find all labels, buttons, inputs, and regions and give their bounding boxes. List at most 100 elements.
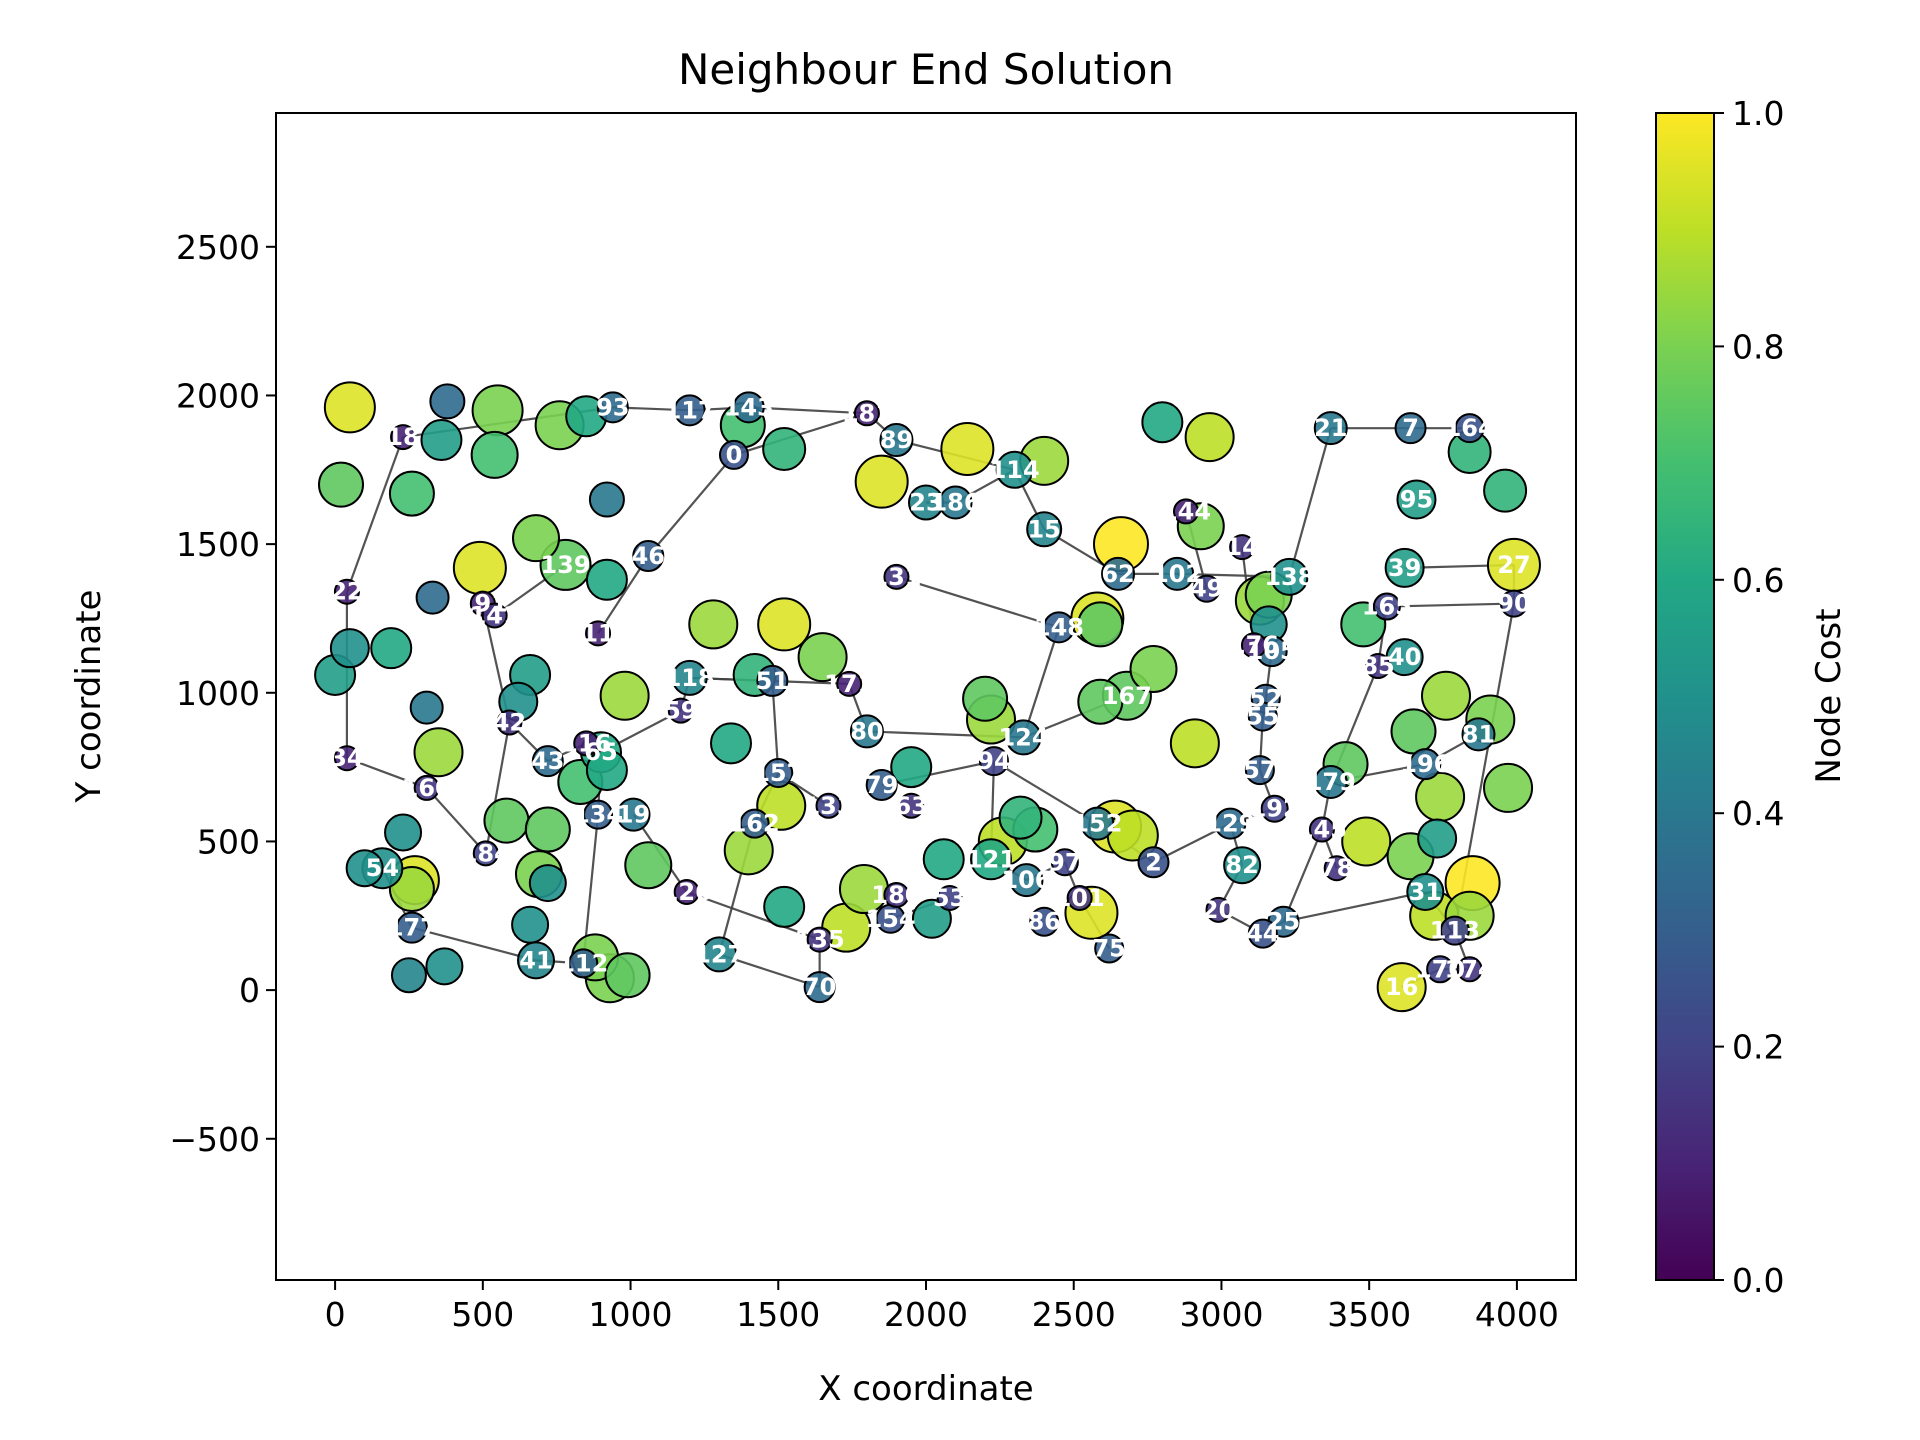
node-marker [528,864,567,903]
node-marker [849,714,884,749]
node-label: 129 [1205,810,1255,838]
x-tick-label: 0 [325,1295,346,1334]
node-marker [970,838,1012,881]
node-marker [624,841,673,890]
y-axis-ticks: −500 0 500 1000 1500 2000 2500 [169,228,276,1159]
node-marker [756,664,789,697]
node-marker [585,749,628,792]
route-edge [686,890,821,941]
node-label: 51 [756,667,789,695]
node-marker [797,632,848,683]
node-label: 46 [632,542,665,570]
node-marker [1499,589,1528,618]
node-marker [1394,412,1427,445]
node-marker [890,746,933,789]
node-label: 81 [1462,720,1495,748]
node-marker [511,905,550,944]
node-marker [1323,855,1350,882]
node-label: 63 [895,792,928,820]
node-marker [1415,771,1466,822]
node-marker [1372,592,1401,621]
node-marker [585,620,612,647]
colorbar-ticks: 0.0 0.2 0.4 0.6 0.8 1.0 [1714,94,1784,1300]
node-marker [452,540,507,595]
node-marker [1376,962,1427,1013]
node-label: 54 [366,854,399,882]
y-tick-label: 500 [197,822,260,861]
node-marker [806,926,833,953]
node-label: 39 [1388,554,1421,582]
node-marker [1308,816,1335,843]
node-label: 57 [1243,756,1276,784]
node-marker [883,563,910,590]
node-marker [865,768,898,801]
node-label: 86 [1027,908,1060,936]
node-label: 191 [458,590,508,618]
plot-frame [275,112,1577,1281]
node-marker [481,602,508,629]
node-label: 106 [1001,866,1051,894]
node-label: 112 [558,949,608,977]
node-label: 176 [1229,631,1279,659]
route-edge [748,406,867,415]
node-label: 171 [824,670,874,698]
x-tick-label: 3500 [1327,1295,1411,1334]
node-marker [1313,764,1348,799]
node-marker [673,394,706,427]
node-marker [596,391,629,424]
node-marker [673,878,700,905]
node-marker [978,746,1009,777]
node-marker [1240,632,1267,659]
node-marker [1247,701,1278,732]
node-marker [1247,918,1278,949]
node-label: 139 [540,551,590,579]
node-marker [1009,863,1044,898]
route-edge [896,575,1060,629]
node-label: 145 [1297,816,1347,844]
node-label: 186 [930,488,980,516]
node-label: 90 [1497,590,1530,618]
node-label: 154 [865,905,915,933]
node-marker [1173,498,1199,525]
node-marker [936,884,963,911]
node-marker [671,659,708,696]
colorbar-tick-label: 0.8 [1732,327,1784,366]
node-label: 184 [461,839,511,867]
node-label: 177 [387,914,437,942]
node-marker [883,881,910,908]
node-label: 82 [1225,851,1258,879]
node-marker [496,709,523,736]
node-marker [384,813,423,852]
node-label: 152 [1072,810,1122,838]
node-marker [762,426,807,471]
node-label: 2 [1145,848,1162,876]
node-marker [1205,896,1232,923]
node-marker [409,690,444,725]
node-label: 78 [1320,854,1353,882]
node-label: 192 [1250,795,1300,823]
node-marker [938,485,973,520]
node-label: 43 [531,747,564,775]
route-edge [1386,602,1514,608]
node-marker [1184,412,1235,463]
node-label: 20 [1202,896,1235,924]
node-marker [940,421,995,476]
node-marker [1101,556,1136,591]
node-label: 19 [617,801,650,829]
node-label: 196 [1400,750,1450,778]
node-marker [710,722,752,765]
node-label: 160 [402,774,452,802]
y-tick-label: 1500 [176,525,260,564]
node-label: 162 [730,810,780,838]
node-label: 157 [753,759,803,787]
x-tick-label: 2500 [1032,1295,1116,1334]
route-edge [346,757,428,789]
route-edge [733,412,868,456]
node-marker [803,971,836,1004]
node-marker [531,745,564,778]
node-marker [333,745,360,772]
node-marker [395,911,428,944]
node-marker [998,795,1043,840]
node-label: 181 [842,399,892,427]
